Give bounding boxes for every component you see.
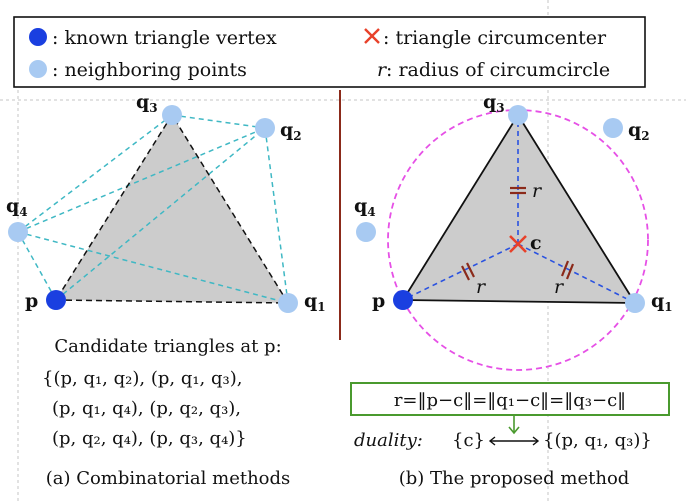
label-q2: q2 — [280, 119, 302, 143]
legend-circumcenter: : triangle circumcenter — [383, 27, 607, 49]
candidate-edges — [17, 114, 289, 304]
duality-label: duality: — [354, 430, 423, 451]
neighbor-icon — [29, 60, 47, 78]
label-q2: q2 — [628, 119, 650, 143]
panel-proposed: r r r c q3 q2 q4 q1 p r=‖p−c‖=‖q₁−c‖=‖q₃… — [350, 91, 673, 489]
radius-lines — [402, 115, 636, 304]
circumcenter-mark — [509, 235, 527, 253]
candidates-line-2: (p, q₁, q₄), (p, q₂, q₃), — [52, 398, 241, 419]
point-q4 — [8, 222, 28, 242]
candidates-line-3: (p, q₂, q₄), (p, q₃, q₄)} — [52, 428, 247, 449]
point-q3 — [508, 105, 528, 125]
label-p: p — [372, 290, 385, 312]
point-q1 — [625, 293, 645, 313]
r-label-3: r — [554, 276, 565, 298]
label-q3: q3 — [483, 91, 505, 115]
caption-left: (a) Combinatorial methods — [46, 468, 291, 489]
r-label-1: r — [532, 180, 543, 202]
equation-box — [350, 382, 670, 416]
label-c: c — [530, 232, 542, 254]
circumcenter-icon — [364, 28, 380, 44]
label-q4: q4 — [6, 195, 28, 219]
r-label-2: r — [476, 276, 487, 298]
triangle-edges — [55, 114, 289, 304]
panel-combinatorial: q3 q2 q4 q1 p Candidate triangles at p: … — [6, 91, 326, 489]
label-p: p — [25, 290, 38, 312]
point-p — [46, 290, 66, 310]
triangle-p-q1-q3 — [401, 113, 637, 304]
legend-box — [13, 16, 646, 88]
triangle-p-q1-q3 — [56, 115, 288, 303]
point-q4 — [356, 222, 376, 242]
known-vertex-icon — [29, 28, 47, 46]
point-p — [393, 290, 413, 310]
legend-radius: : radius of circumcircle — [386, 59, 610, 81]
duality-right: {(p, q₁, q₃)} — [543, 430, 652, 451]
candidates-title: Candidate triangles at p: — [54, 336, 281, 357]
radius-equation: r=‖p−c‖=‖q₁−c‖=‖q₃−c‖ — [394, 390, 626, 411]
legend-neighbors: : neighboring points — [52, 59, 247, 81]
duality-arrow — [508, 416, 520, 435]
label-q4: q4 — [354, 195, 376, 219]
legend: : known triangle vertex : neighboring po… — [13, 16, 646, 88]
point-q1 — [278, 293, 298, 313]
legend-radius-symbol: r — [377, 59, 388, 81]
equal-length-ticks — [461, 186, 575, 281]
point-q2 — [255, 118, 275, 138]
duality-left: {c} — [452, 430, 485, 451]
label-q1: q1 — [651, 290, 673, 314]
point-q3 — [162, 105, 182, 125]
legend-known-vertex: : known triangle vertex — [52, 27, 277, 49]
candidates-line-1: {(p, q₁, q₂), (p, q₁, q₃), — [42, 368, 242, 389]
caption-right: (b) The proposed method — [399, 468, 630, 489]
label-q3: q3 — [136, 91, 158, 115]
point-q2 — [603, 118, 623, 138]
double-arrow-icon — [488, 436, 540, 446]
label-q1: q1 — [304, 290, 326, 314]
